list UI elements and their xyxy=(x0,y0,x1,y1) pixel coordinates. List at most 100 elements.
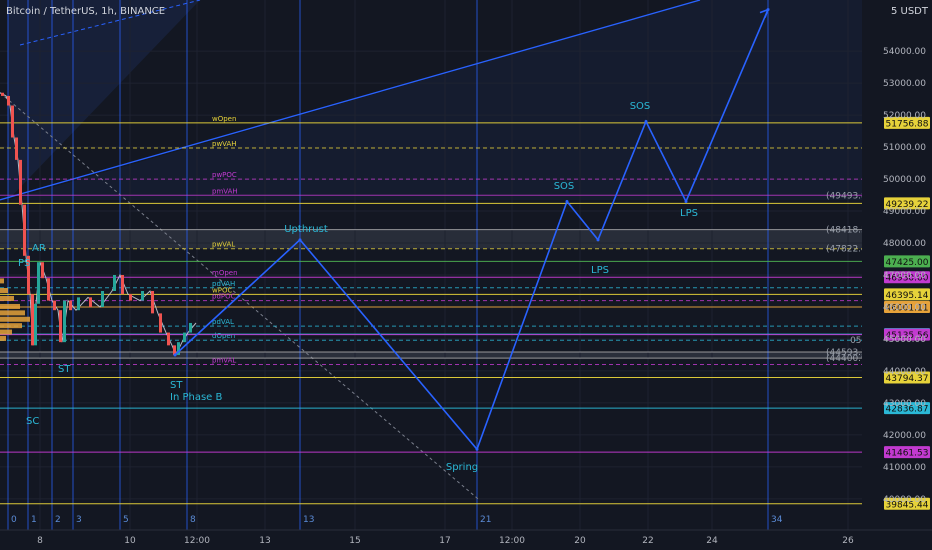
projection-path[interactable] xyxy=(174,9,769,451)
volume-profile-bar xyxy=(0,287,8,293)
y-tick-label: 53000.00 xyxy=(883,79,926,89)
price-tag: 46930.00 xyxy=(884,271,930,284)
volume-profile-bar xyxy=(0,335,6,341)
y-tick-label: 52000.00 xyxy=(883,111,926,121)
price-tag-bg xyxy=(884,328,930,341)
fib-time-label: 3 xyxy=(76,515,82,525)
projection-point xyxy=(475,447,479,451)
fib-time-label: 13 xyxy=(303,515,314,525)
fib-time-label: 1 xyxy=(31,515,37,525)
y-tick-label: 40000.00 xyxy=(883,495,926,505)
price-tag-bg xyxy=(884,271,930,284)
price-tag-bg xyxy=(884,255,930,268)
level-value: (49493.84) xyxy=(826,191,876,201)
candle xyxy=(23,204,26,256)
level-name: pwVAH xyxy=(212,140,237,148)
candle xyxy=(151,290,154,314)
wyckoff-annotation: ST xyxy=(58,364,71,375)
currency-code: USDT xyxy=(900,6,928,17)
currency-prefix: 5 xyxy=(890,6,898,17)
level-name: pdVAH xyxy=(212,280,235,288)
price-tag-bg xyxy=(884,371,930,384)
wyckoff-annotation: SOS xyxy=(554,181,575,192)
fib-time-label: 34 xyxy=(771,515,783,525)
candle xyxy=(159,313,162,333)
candle xyxy=(183,332,186,343)
price-tag-bg xyxy=(884,446,930,459)
candle xyxy=(69,300,72,311)
price-tag: 45135.56 xyxy=(884,328,930,341)
price-tag-bg xyxy=(884,300,930,313)
price-tag-bg xyxy=(884,402,930,415)
candle xyxy=(19,159,22,205)
candle xyxy=(34,303,37,346)
candle xyxy=(27,255,30,295)
price-tag: 41461.53 xyxy=(884,446,930,459)
candle xyxy=(77,297,80,311)
level-value: (44593.35) xyxy=(826,348,876,358)
wyckoff-annotation: SC xyxy=(26,416,39,427)
wyckoff-annotation: SOS xyxy=(630,101,651,112)
candle xyxy=(31,294,34,346)
level-name: pdPOC xyxy=(212,293,236,301)
fib-time-label: 8 xyxy=(190,515,196,525)
x-tick-label: 24 xyxy=(706,536,718,546)
price-tag-text: 51756.88 xyxy=(886,119,929,129)
volume-profile-bar xyxy=(0,323,22,329)
y-tick-label: 51000.00 xyxy=(883,143,926,153)
projection-point xyxy=(565,199,569,203)
level-value: (44400.91) xyxy=(826,354,876,364)
x-tick-label: 17 xyxy=(439,536,450,546)
range-band-low xyxy=(0,351,862,359)
candle xyxy=(129,294,132,301)
candle xyxy=(47,278,50,301)
level-name: mOpen xyxy=(212,269,238,277)
price-tag: 51756.88 xyxy=(884,116,930,129)
time-axis[interactable] xyxy=(0,530,932,550)
wyckoff-annotation: LPS xyxy=(591,265,609,276)
candle xyxy=(89,297,92,307)
price-tag: 47425.00 xyxy=(884,255,930,268)
level-name: wPOC xyxy=(212,286,232,294)
phase-zone-top xyxy=(8,0,200,200)
wyckoff-annotation: LPS xyxy=(680,208,698,219)
price-tag-bg xyxy=(884,288,930,301)
y-tick-label: 49000.00 xyxy=(883,207,926,217)
y-tick-label: 45000.00 xyxy=(883,335,926,345)
price-tag: 39845.44 xyxy=(884,497,930,510)
level-name: pwVAL xyxy=(212,241,235,249)
price-tag-text: 47425.00 xyxy=(886,258,929,268)
volume-profile-bar xyxy=(0,278,4,284)
candle xyxy=(63,300,66,343)
candle xyxy=(173,345,176,355)
projection-point xyxy=(596,238,600,242)
price-tag-text: 39845.44 xyxy=(886,500,929,510)
candle xyxy=(59,310,62,343)
y-tick-label: 42000.00 xyxy=(883,431,926,441)
candle xyxy=(189,322,192,333)
y-tick-label: 44000.00 xyxy=(883,367,926,377)
x-tick-label: 12:00 xyxy=(184,536,210,546)
candle xyxy=(15,137,18,160)
level-name: wOpen xyxy=(212,115,236,123)
price-tag: 49239.22 xyxy=(884,197,930,210)
level-name: pmVAH xyxy=(212,187,238,195)
trend-dashed[interactable] xyxy=(19,0,201,46)
y-tick-label: 54000.00 xyxy=(883,47,926,57)
trend-line[interactable] xyxy=(0,0,701,201)
wyckoff-annotation: Upthrust xyxy=(284,224,328,235)
level-name: pdVAL xyxy=(212,318,234,326)
x-tick-label: 13 xyxy=(259,536,270,546)
candle xyxy=(11,105,14,138)
projection-point xyxy=(644,120,648,124)
candle xyxy=(53,300,56,311)
price-tag: 42836.87 xyxy=(884,402,930,415)
candle xyxy=(101,290,104,307)
candle xyxy=(167,332,170,346)
wyckoff-annotation: AR xyxy=(32,243,46,254)
x-tick-label: 26 xyxy=(842,536,854,546)
wyckoff-annotation: Spring xyxy=(446,462,478,473)
x-tick-label: 12:00 xyxy=(499,536,525,546)
